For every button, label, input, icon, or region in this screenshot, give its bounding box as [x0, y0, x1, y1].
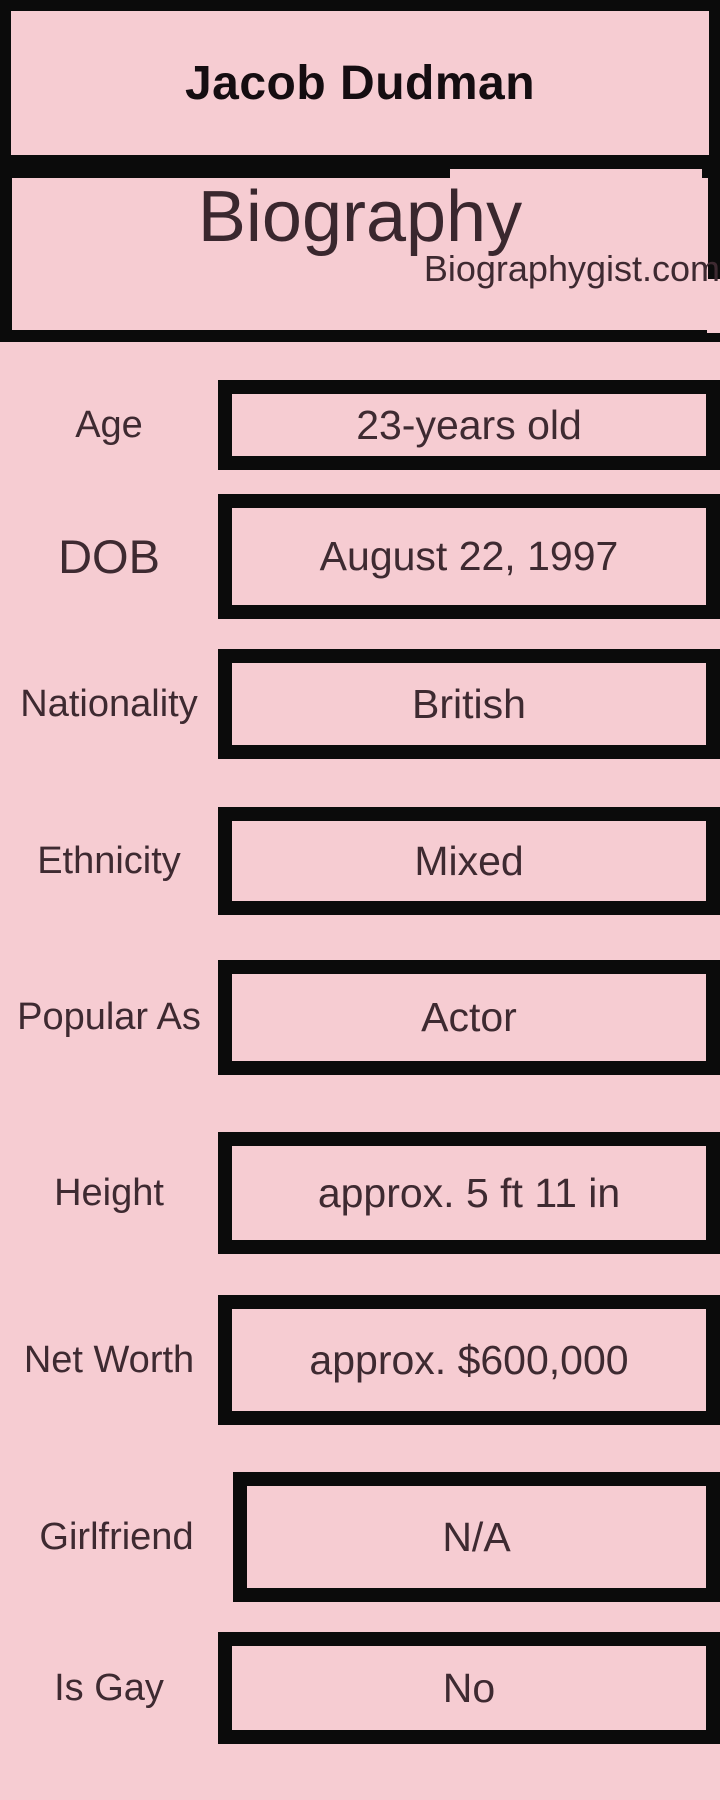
- field-value-box: Actor: [218, 960, 720, 1075]
- field-row-is-gay: Is Gay No: [0, 1632, 720, 1744]
- field-row-ethnicity: Ethnicity Mixed: [0, 807, 720, 915]
- field-label: Height: [54, 1171, 164, 1214]
- field-label: Popular As: [17, 996, 201, 1038]
- field-value-box: British: [218, 649, 720, 759]
- person-name: Jacob Dudman: [184, 56, 536, 110]
- field-label: Nationality: [20, 682, 198, 725]
- field-label: DOB: [58, 530, 160, 583]
- field-value-box: Mixed: [218, 807, 720, 915]
- field-label: Ethnicity: [37, 839, 181, 882]
- field-value-box: August 22, 1997: [218, 494, 720, 619]
- biography-heading: Biography: [197, 177, 523, 257]
- field-label: Age: [75, 403, 143, 446]
- field-row-popular-as: Popular As Actor: [0, 960, 720, 1075]
- name-title-box: Jacob Dudman: [0, 0, 720, 166]
- field-value-box: approx. $600,000: [218, 1295, 720, 1425]
- border-gap-artifact-top: [450, 169, 702, 179]
- field-row-net-worth: Net Worth approx. $600,000: [0, 1295, 720, 1425]
- field-row-height: Height approx. 5 ft 11 in: [0, 1132, 720, 1254]
- field-label: Net Worth: [23, 1338, 195, 1381]
- field-row-girlfriend: Girlfriend N/A: [0, 1472, 720, 1602]
- border-gap-artifact-right: [707, 279, 720, 333]
- field-value-box: N/A: [233, 1472, 720, 1602]
- field-row-age: Age 23-years old: [0, 380, 720, 470]
- field-row-nationality: Nationality British: [0, 649, 720, 759]
- field-row-dob: DOB August 22, 1997: [0, 494, 720, 619]
- field-value-box: No: [218, 1632, 720, 1744]
- field-label: Girlfriend: [39, 1515, 194, 1558]
- field-value-box: approx. 5 ft 11 in: [218, 1132, 720, 1254]
- field-label: Is Gay: [54, 1666, 164, 1709]
- watermark-text: Biographygist.com: [423, 247, 720, 289]
- biography-section-box: Biography Biographygist.com: [0, 166, 720, 342]
- field-value-box: 23-years old: [218, 380, 720, 470]
